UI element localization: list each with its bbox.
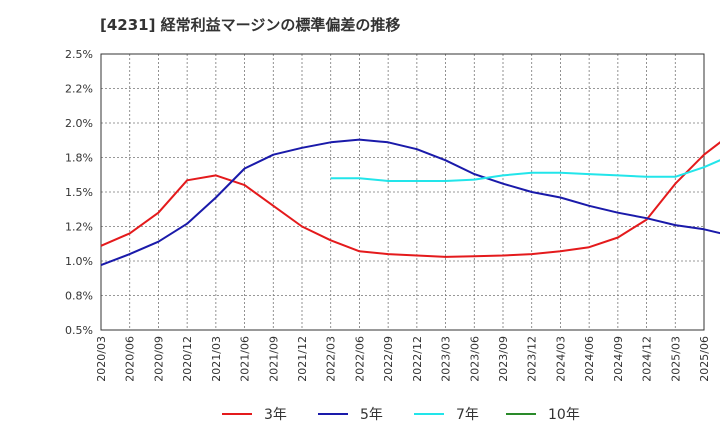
y-tick-label: 0.8% bbox=[65, 290, 93, 303]
y-tick-label: 2.0% bbox=[65, 117, 93, 130]
y-tick-label: 1.2% bbox=[65, 221, 93, 234]
x-tick-label: 2021/09 bbox=[267, 336, 280, 382]
x-tick-label: 2025/06 bbox=[698, 336, 711, 382]
series-line-7年 bbox=[330, 159, 720, 182]
x-tick-label: 2020/03 bbox=[95, 336, 108, 382]
chart-title: [4231] 経常利益マージンの標準偏差の推移 bbox=[100, 16, 401, 34]
x-tick-label: 2024/09 bbox=[612, 336, 625, 382]
y-tick-label: 2.2% bbox=[65, 83, 93, 96]
series-line-3年 bbox=[100, 141, 720, 258]
y-tick-label: 0.5% bbox=[65, 324, 93, 337]
x-tick-label: 2024/03 bbox=[554, 336, 567, 382]
legend-label: 10年 bbox=[548, 407, 580, 423]
x-tick-label: 2020/06 bbox=[124, 336, 137, 382]
x-tick-label: 2023/03 bbox=[440, 336, 453, 382]
x-tick-label: 2021/06 bbox=[239, 336, 252, 382]
x-tick-label: 2023/06 bbox=[468, 336, 481, 382]
y-tick-label: 1.0% bbox=[65, 255, 93, 268]
x-tick-label: 2021/03 bbox=[210, 336, 223, 382]
x-tick-label: 2024/06 bbox=[583, 336, 596, 382]
x-tick-label: 2020/09 bbox=[152, 336, 165, 382]
legend-label: 7年 bbox=[456, 407, 479, 423]
x-tick-label: 2023/09 bbox=[497, 336, 510, 382]
y-tick-label: 1.8% bbox=[65, 152, 93, 165]
x-tick-label: 2023/12 bbox=[526, 336, 539, 382]
legend-label: 5年 bbox=[360, 407, 383, 423]
x-tick-label: 2022/12 bbox=[411, 336, 424, 382]
x-tick-label: 2024/12 bbox=[641, 336, 654, 382]
x-tick-label: 2022/03 bbox=[325, 336, 338, 382]
plot-frame bbox=[100, 53, 705, 331]
x-tick-label: 2022/06 bbox=[353, 336, 366, 382]
y-tick-label: 1.5% bbox=[65, 186, 93, 199]
y-tick-label: 2.5% bbox=[65, 48, 93, 61]
x-tick-label: 2021/12 bbox=[296, 336, 309, 382]
legend-label: 3年 bbox=[264, 407, 287, 423]
x-tick-label: 2025/03 bbox=[669, 336, 682, 382]
x-tick-label: 2022/09 bbox=[382, 336, 395, 382]
x-tick-label: 2020/12 bbox=[181, 336, 194, 382]
series-line-5年 bbox=[100, 138, 720, 267]
